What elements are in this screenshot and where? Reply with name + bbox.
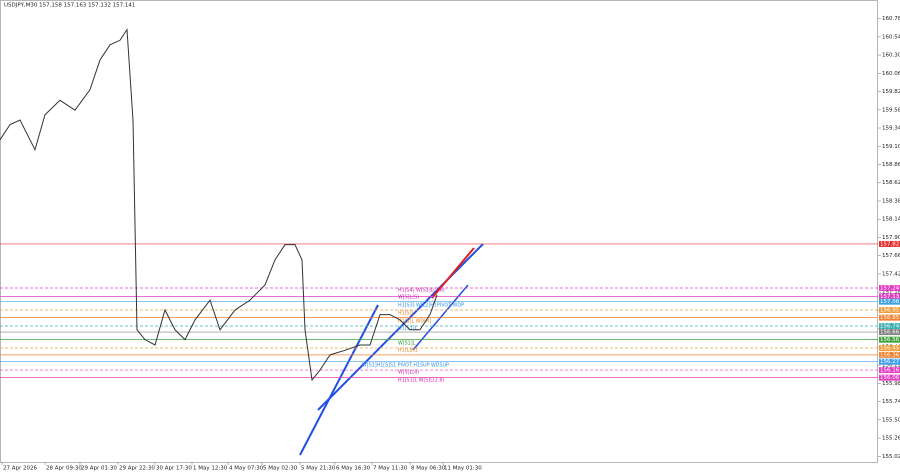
annotation: H1[S1]L W[S]L(2.8) — [398, 378, 444, 384]
annotation: W[S]L(4) — [398, 370, 419, 376]
level-label: 156.95 — [880, 308, 900, 314]
level-box — [879, 358, 900, 365]
trend-line — [431, 247, 475, 299]
x-tick-label: 5 May 21:30 — [301, 466, 336, 472]
y-tick-label: 155.745 — [882, 399, 900, 405]
x-tick-label: 7 May 11:30 — [373, 466, 408, 472]
x-tick-label: 30 Apr 17:30 — [156, 466, 192, 472]
level-box — [879, 298, 900, 305]
y-tick-label: 159.345 — [882, 126, 900, 132]
annotation: H1[S4] W[S3]L(2.8) — [398, 288, 445, 294]
x-tick-label: 11 May 01:30 — [444, 466, 482, 472]
level-box — [879, 336, 900, 343]
level-label: 156.45 — [880, 346, 900, 352]
level-label: 156.06 — [880, 375, 900, 381]
y-tick-label: 158.385 — [882, 198, 900, 204]
trend-line — [299, 304, 379, 456]
y-tick-label: 159.585 — [882, 107, 900, 113]
annotation: W[S1]H1[S]S1 PIVOT H1SUP WDSUP — [362, 363, 449, 369]
chart-title: USDJPY,M30 157.158 157.163 157.132 157.1… — [4, 3, 135, 9]
x-tick-label: 8 May 06:30 — [411, 466, 446, 472]
x-tick-label: 29 Apr 01:30 — [81, 466, 117, 472]
y-tick-label: 155.025 — [882, 454, 900, 460]
level-label: 157.82 — [880, 241, 899, 247]
level-box — [879, 329, 900, 336]
level-box — [879, 307, 900, 314]
y-tick-label: 157.905 — [882, 235, 900, 241]
annotation: H1[S]L — [398, 311, 414, 317]
level-label: 156.36 — [880, 352, 900, 358]
y-tick-label: 156.225 — [882, 363, 900, 369]
x-tick-label: 6 May 16:30 — [336, 466, 371, 472]
level-box — [879, 374, 900, 381]
y-tick-label: 158.865 — [882, 162, 900, 168]
level-label: 157.06 — [880, 299, 900, 305]
y-tick-label: 159.105 — [882, 144, 900, 150]
level-label: 156.27 — [880, 359, 900, 365]
price-line — [0, 28, 438, 382]
y-tick-label: 159.825 — [882, 89, 900, 95]
level-label: 157.13 — [880, 294, 900, 300]
x-tick-label: 1 May 12:30 — [193, 466, 228, 472]
annotation: W[S]L(S) — [398, 295, 419, 301]
level-label: 156.85 — [880, 315, 900, 321]
y-tick-label: 157.425 — [882, 271, 900, 277]
level-box — [879, 284, 900, 291]
x-tick-label: 27 Apr 2026 — [3, 466, 38, 472]
level-box — [879, 314, 900, 321]
y-tick-label: 160.065 — [882, 71, 900, 77]
y-tick-label: 158.145 — [882, 217, 900, 223]
y-tick-label: 155.985 — [882, 381, 900, 387]
annotation: H1[S3] W[L2]H1PIVOT WDP — [398, 303, 464, 309]
y-tick-label: 160.785 — [882, 16, 900, 22]
x-tick-label: 5 May 02:30 — [263, 466, 298, 472]
level-label: 156.56 — [880, 337, 900, 343]
annotation: H1[S]L WD[R] — [398, 319, 431, 325]
annotation: H1[S1]L — [398, 326, 417, 332]
level-box — [879, 322, 900, 329]
level-box — [879, 345, 900, 352]
level-box — [879, 240, 900, 247]
level-label: 156.16 — [880, 368, 900, 374]
trend-line — [317, 243, 484, 411]
y-tick-label: 158.625 — [882, 180, 900, 186]
level-label: 156.66 — [880, 330, 900, 336]
x-tick-label: 29 Apr 22:30 — [119, 466, 155, 472]
y-tick-label: 157.665 — [882, 253, 900, 259]
level-box — [879, 293, 900, 300]
y-tick-label: 157.185 — [882, 290, 900, 296]
y-tick-label: 155.505 — [882, 417, 900, 423]
y-tick-label: 155.265 — [882, 436, 900, 442]
level-label: 156.74 — [880, 323, 900, 329]
y-tick-label: 160.545 — [882, 34, 900, 40]
x-tick-label: 28 Apr 09:30 — [46, 466, 82, 472]
level-box — [879, 367, 900, 374]
plot-frame — [0, 0, 878, 463]
level-label: 157.24 — [880, 285, 900, 291]
annotation: H1[L]H1 — [398, 348, 418, 354]
x-tick-label: 4 May 07:30 — [229, 466, 264, 472]
annotation: W[S1]L — [398, 341, 416, 347]
level-box — [879, 351, 900, 358]
y-tick-label: 160.305 — [882, 53, 900, 59]
